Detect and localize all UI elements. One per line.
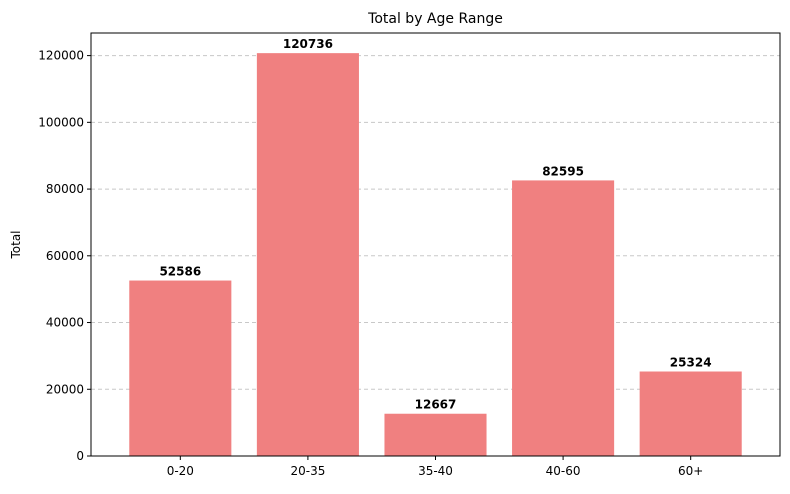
data-label: 120736: [283, 37, 333, 51]
data-labels: 52586 120736 12667 82595 25324: [159, 37, 711, 412]
y-tick-label: 0: [76, 449, 84, 463]
data-label: 82595: [542, 164, 584, 178]
data-label: 52586: [159, 265, 201, 279]
x-axis: 0-20 20-35 35-40 40-60 60+: [167, 456, 703, 478]
y-tick-label: 100000: [38, 115, 84, 129]
bar-40-60: [512, 180, 615, 456]
y-axis: 0 20000 40000 60000 80000 100000 120000: [38, 49, 91, 463]
y-tick-label: 80000: [46, 182, 84, 196]
bar-60+: [639, 371, 742, 456]
x-tick-label: 35-40: [418, 464, 453, 478]
data-label: 12667: [415, 398, 457, 412]
x-tick-label: 20-35: [290, 464, 325, 478]
y-axis-title: Total: [9, 230, 23, 259]
bar-0-20: [129, 280, 232, 456]
x-tick-label: 40-60: [546, 464, 581, 478]
y-tick-label: 20000: [46, 382, 84, 396]
x-tick-label: 60+: [678, 464, 703, 478]
y-tick-label: 40000: [46, 316, 84, 330]
y-tick-label: 60000: [46, 249, 84, 263]
data-label: 25324: [670, 356, 712, 370]
bar-20-35: [256, 53, 359, 456]
y-tick-label: 120000: [38, 49, 84, 63]
chart-title: Total by Age Range: [367, 11, 503, 27]
bars: [129, 53, 742, 456]
bar-35-40: [384, 413, 487, 456]
x-tick-label: 0-20: [167, 464, 194, 478]
